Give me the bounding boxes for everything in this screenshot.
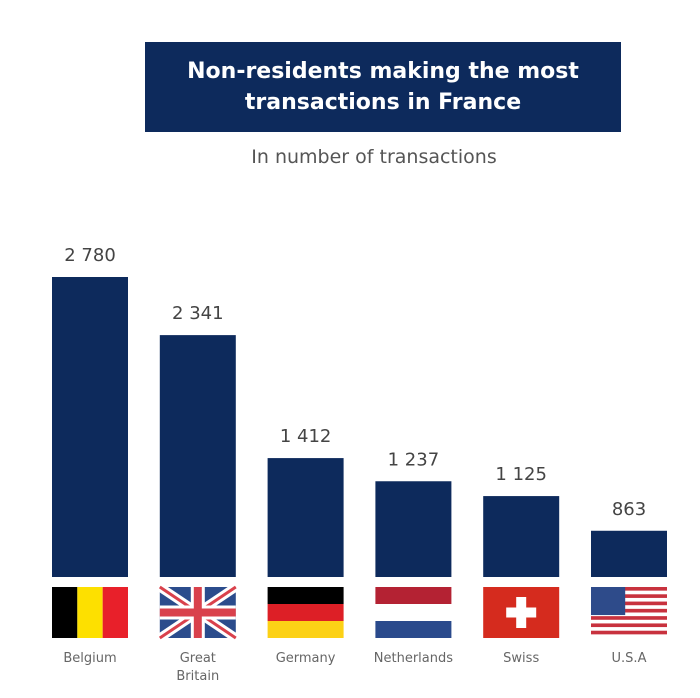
- belgium-flag-icon: [52, 587, 128, 638]
- netherlands-flag-icon: [375, 587, 452, 638]
- category-label: Great: [180, 651, 216, 666]
- category-label: Germany: [276, 651, 336, 666]
- bar-4: [483, 496, 560, 577]
- switzerland-flag-icon: [483, 587, 560, 638]
- germany-flag-icon: [267, 587, 344, 638]
- value-label: 1 237: [388, 449, 440, 470]
- value-label: 2 341: [172, 303, 224, 324]
- category-label: Netherlands: [374, 651, 453, 666]
- category-label: U.S.A: [612, 651, 647, 666]
- uk-flag-icon: [157, 583, 239, 642]
- usa-flag-icon: [591, 587, 667, 635]
- bar-0: [52, 277, 128, 577]
- value-label: 863: [612, 499, 646, 520]
- chart-title: Non-residents making the most transactio…: [187, 59, 579, 115]
- bar-3: [375, 481, 452, 577]
- value-label: 1 125: [495, 464, 547, 485]
- bar-1: [159, 335, 236, 577]
- category-label: Swiss: [503, 651, 539, 666]
- chart-title-box: Non-residents making the most transactio…: [145, 42, 621, 132]
- category-label: Belgium: [63, 651, 116, 666]
- chart-subtitle: In number of transactions: [251, 146, 497, 168]
- bar-2: [267, 458, 344, 577]
- category-label: Britain: [176, 669, 219, 684]
- bar-5: [591, 530, 667, 577]
- value-label: 2 780: [64, 245, 116, 266]
- value-label: 1 412: [280, 426, 332, 447]
